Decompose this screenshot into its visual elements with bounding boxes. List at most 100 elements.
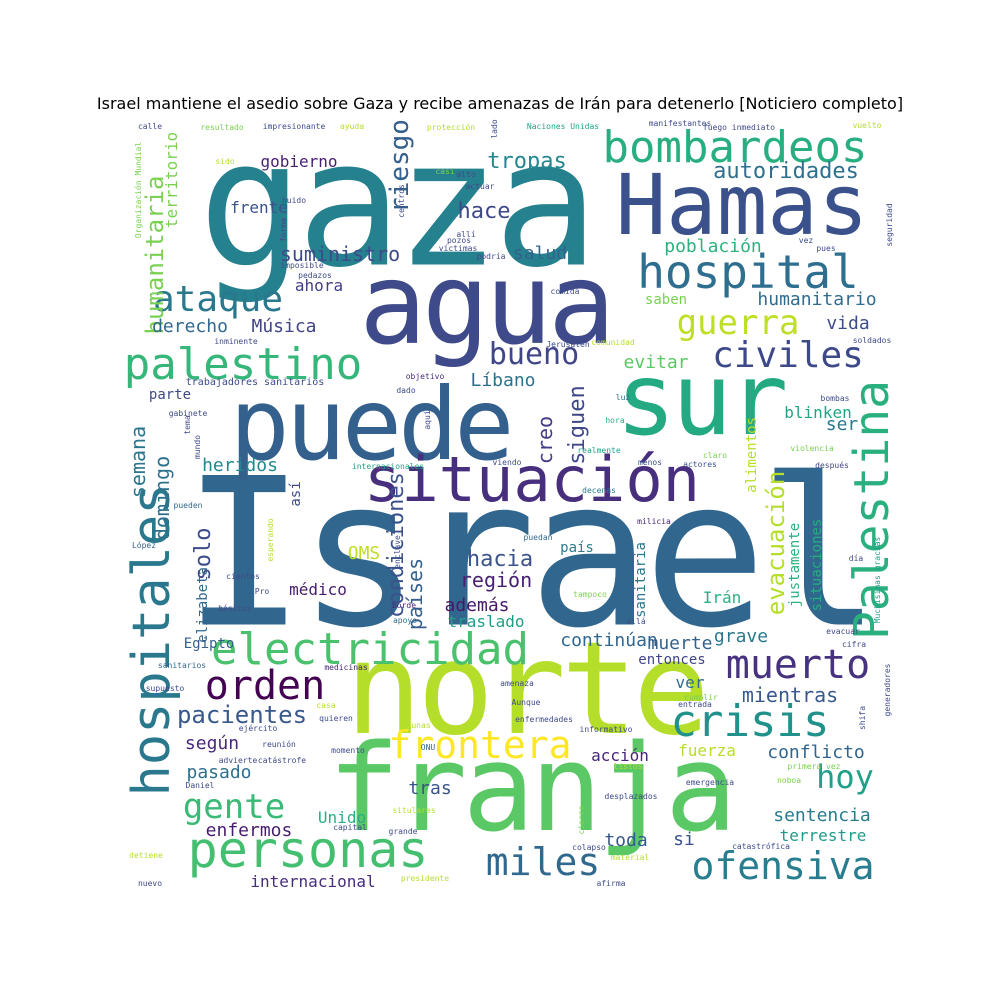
cloud-word-alli: allí [456,230,476,239]
cloud-word-despues: después [815,461,849,470]
cloud-word-vuelto: vuelto [852,121,882,130]
cloud-word-alto: alto [456,170,476,179]
cloud-word-poblacion: población [664,236,762,257]
cloud-word-organizacion-mundial: Organización Mundial [134,141,143,239]
cloud-word-enfermos: enfermos [205,820,293,841]
cloud-word-claro: claro [702,451,728,460]
cloud-word-capital: capital [333,823,367,832]
cloud-word-enfermedades: enfermedades [515,715,573,724]
cloud-word-unas: unas [411,721,431,730]
cloud-word-impresionante: impresionante [262,122,326,131]
cloud-word-miles: miles [485,840,601,884]
cloud-word-domingo: domingo [150,455,174,541]
cloud-word-dado: dado [396,386,416,395]
cloud-word-terrestre: terrestre [779,826,867,845]
cloud-word-electricidad: electricidad [211,624,529,675]
cloud-word-trabajadores-sanitarios: trabajadores sanitarios [185,377,325,388]
cloud-word-lopez: López [131,541,157,550]
cloud-word-internacional: internacional [250,872,376,891]
cloud-word-region: región [459,568,533,592]
cloud-word-advierte: advierte [218,756,258,765]
cloud-word-cierre: cierre [577,805,586,835]
cloud-word-musica: Música [251,316,317,337]
cloud-word-momento: momento [331,746,365,755]
cloud-word-bombas: bombas [820,394,850,403]
cloud-word-pueden: pueden [173,501,203,510]
cloud-word-victimas: víctimas [438,244,478,253]
cloud-word-derecho: derecho [152,316,228,337]
cloud-word-casa: casa [316,701,336,710]
cloud-word-ejercito: ejército [238,724,278,733]
cloud-word-hoy: hoy [816,758,874,796]
cloud-word-imposible: imposible [280,261,324,270]
cloud-word-nuevo: nuevo [137,879,163,888]
cloud-word-actuar: actuar [465,182,495,191]
cloud-word-suministro: suministro [279,242,401,266]
cloud-word-sanitarios: sanitarios [157,661,207,670]
cloud-word-material: material [610,853,650,862]
cloud-word-manifestantes: manifestantes [648,119,712,128]
cloud-word-luz: luz [615,393,631,402]
cloud-word-gobierno: gobierno [260,152,338,171]
cloud-word-ver: ver [675,673,705,692]
cloud-word-continuan: continúan [560,630,658,651]
cloud-word-orden: orden [204,663,326,709]
cloud-word-onu: ONU [420,743,436,752]
cloud-word-dia: día [848,554,864,563]
cloud-word-basicos: básicos [218,604,252,613]
cloud-word-tampoco: tampoco [573,590,607,599]
cloud-word-cifra: cifra [841,640,867,649]
cloud-word-vez: vez [798,236,814,245]
cloud-word-resultado: resultado [200,123,244,132]
cloud-word-catastrofe: catástrofe [257,756,307,765]
cloud-word-oms: OMS [347,543,381,564]
cloud-word-situaciones: situaciones [809,518,825,612]
cloud-word-agua: agua [359,240,615,370]
cloud-word-apoyo: apoyo [392,616,418,625]
cloud-word-soldados: soldados [852,336,892,345]
cloud-word-accion: acción [591,746,649,765]
cloud-word-emergencia: emergencia [685,778,735,787]
cloud-word-sido: sido [215,157,235,166]
cloud-word-jerusalen: Jerusalén [546,340,590,349]
cloud-word-pais: país [560,540,594,556]
cloud-word-enclave: enclave [393,535,402,569]
cloud-word-hacia: hacia [466,547,534,572]
cloud-word-muerto: muerto [725,642,871,688]
cloud-word-lado: lado [490,119,499,139]
cloud-word-milicia: milicia [637,517,671,526]
cloud-word-forma: forma [279,217,288,243]
cloud-word-hospital: hospital [637,245,859,299]
cloud-word-gabinete: gabinete [168,409,208,418]
cloud-word-ademas: además [444,595,510,616]
cloud-word-sanitaria: sanitaria [633,542,649,618]
cloud-word-medico: médico [289,580,347,599]
cloud-word-ahora: ahora [294,276,344,295]
cloud-word-colapso: colapso [572,843,606,852]
cloud-word-sur: sur [615,341,789,458]
cloud-word-cumplir: cumplir [684,693,718,702]
cloud-word-hora: hora [605,416,625,425]
cloud-word-personas: personas [187,821,429,879]
cloud-word-reunion: reunión [262,740,296,749]
cloud-word-entonces: entonces [638,652,706,668]
cloud-word-puedan: puedan [523,533,553,542]
cloud-word-huido: huido [281,196,307,205]
cloud-word-hamas: Hamas [615,156,869,254]
cloud-word-seguridad: seguridad [885,203,894,247]
cloud-word-shifa: shifa [858,705,867,731]
cloud-word-humanitario: humanitario [757,289,877,310]
cloud-word-pozos: pozos [446,236,472,245]
cloud-word-pasado: pasado [186,762,252,783]
cloud-word-situlares: situlares [392,806,436,815]
cloud-word-sentencia: sentencia [773,805,871,826]
cloud-word-calle: calle [137,122,163,131]
cloud-word-unido: Unido [317,808,367,827]
cloud-word-bueno: bueno [488,337,580,372]
cloud-word-casi: casi [435,167,455,176]
cloud-word-muchisimas-gracias: Muchísimas gracias [873,536,882,624]
cloud-word-salud: salud [512,243,568,264]
cloud-word-generadores: generadores [883,663,892,717]
cloud-word-segun: según [184,733,240,754]
